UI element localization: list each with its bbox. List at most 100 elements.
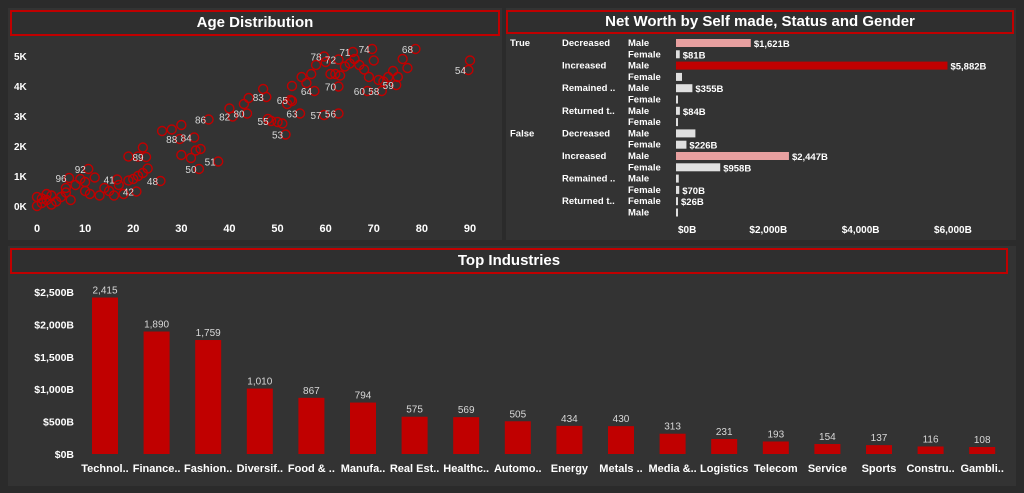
industry-category-label: Fashion..: [184, 463, 232, 475]
scatter-point: [376, 85, 387, 97]
networth-bar: [676, 118, 678, 127]
point-label: 92: [75, 165, 87, 176]
networth-bar: [676, 174, 679, 183]
y-tick-label: $1,000B: [34, 384, 74, 396]
point-label: 65: [277, 96, 289, 107]
y-tick-label: $1,500B: [34, 352, 74, 364]
industry-value-label: 116: [923, 434, 939, 445]
industry-value-label: 430: [613, 414, 630, 425]
industry-bar: [969, 447, 996, 454]
point-label: 89: [132, 153, 144, 164]
industry-bar: [453, 417, 480, 454]
x-tick-label: 10: [79, 223, 91, 235]
scatter-point: [368, 55, 379, 66]
networth-value-label: $226B: [689, 141, 717, 152]
gender-label: Male: [628, 38, 649, 49]
y-tick-label: 5K: [14, 52, 28, 63]
industry-bar: [659, 433, 686, 454]
networth-bar: [676, 39, 751, 47]
y-tick-label: 0K: [14, 202, 28, 213]
gender-label: Male: [628, 106, 649, 117]
scatter-point: [123, 175, 134, 186]
age-distribution-title: Age Distribution: [10, 10, 500, 36]
y-tick-label: 1K: [14, 172, 28, 183]
networth-value-label: $5,882B: [950, 62, 986, 73]
scatter-point: [60, 187, 72, 198]
scatter-point: [140, 151, 152, 163]
industry-category-label: Automo..: [494, 463, 542, 475]
industry-bar: [195, 340, 222, 454]
industry-category-label: Media &..: [648, 463, 696, 475]
point-label: 96: [55, 174, 67, 185]
industry-category-label: Telecom: [754, 463, 798, 475]
x-tick-label: 70: [368, 223, 380, 235]
networth-value-label: $355B: [695, 84, 723, 95]
x-tick-label: $0B: [678, 225, 696, 236]
scatter-point: [325, 68, 336, 80]
point-label: 88: [166, 135, 178, 146]
scatter-point: [137, 142, 149, 153]
industry-value-label: 569: [458, 405, 475, 416]
industry-bar: [762, 441, 789, 454]
industries-bar-chart: $0B $500B $1,000B $1,500B $2,000B $2,500B 2,41…: [34, 286, 1004, 475]
industry-category-label: Gambli..: [960, 463, 1003, 475]
scatter-point: [188, 132, 200, 143]
networth-title: Net Worth by Self made, Status and Gende…: [506, 10, 1014, 34]
point-label: 70: [325, 83, 337, 94]
industry-bar: [814, 444, 841, 454]
scatter-point: [60, 182, 72, 194]
scatter-point: [132, 151, 144, 162]
y-tick-label: 3K: [14, 112, 28, 123]
scatter-point: [79, 176, 91, 188]
industry-bar: [143, 331, 170, 454]
networth-bar: [676, 185, 680, 194]
scatter-point: [463, 64, 474, 76]
gender-label: Female: [628, 117, 661, 128]
industry-value-label: 867: [303, 386, 320, 397]
scatter-point: [166, 124, 177, 135]
scatter-point: [94, 190, 105, 201]
x-tick-label: $6,000B: [934, 225, 972, 236]
point-label: 59: [383, 81, 395, 92]
networth-panel: [506, 8, 1016, 240]
scatter-point: [272, 116, 283, 128]
gender-label: Female: [628, 95, 661, 106]
x-tick-label: 0: [34, 223, 40, 235]
status-label: Decreased: [562, 128, 610, 139]
industry-value-label: 108: [974, 435, 991, 446]
industry-value-label: 1,759: [196, 328, 221, 339]
industry-value-label: 2,415: [92, 286, 117, 297]
scatter-point: [265, 115, 277, 127]
industry-value-label: 1,890: [144, 320, 169, 331]
point-label: 41: [104, 176, 116, 187]
scatter-point: [118, 188, 129, 200]
industry-bar: [504, 421, 531, 454]
selfmade-label: True: [510, 38, 530, 49]
point-label: 64: [301, 87, 313, 98]
scatter-point: [243, 92, 254, 104]
industry-value-label: 794: [355, 391, 372, 402]
scatter-point: [36, 193, 48, 204]
scatter-point: [277, 118, 288, 129]
scatter-point: [65, 194, 76, 206]
industries-title: Top Industries: [10, 248, 1008, 274]
x-tick-label: $4,000B: [842, 225, 880, 236]
gender-label: Female: [628, 140, 661, 151]
scatter-point: [185, 152, 197, 164]
industry-category-label: Energy: [551, 463, 589, 475]
point-label: 42: [123, 188, 135, 199]
industry-category-label: Sports: [862, 463, 897, 475]
x-tick-label: 80: [416, 223, 428, 235]
point-label: 83: [253, 93, 265, 104]
scatter-point: [358, 64, 370, 75]
point-label: 86: [195, 116, 207, 127]
industry-category-label: Manufa..: [341, 463, 386, 475]
industry-category-label: Metals ..: [599, 463, 642, 475]
networth-value-label: $26B: [681, 197, 704, 208]
scatter-point: [306, 68, 317, 80]
scatter-point: [174, 133, 185, 145]
industry-bar: [246, 388, 273, 454]
networth-bar-chart: True Decreased Male $1,621B Female $81B Increa…: [510, 38, 987, 236]
point-label: 80: [234, 110, 246, 121]
status-label: Returned t..: [562, 106, 615, 117]
